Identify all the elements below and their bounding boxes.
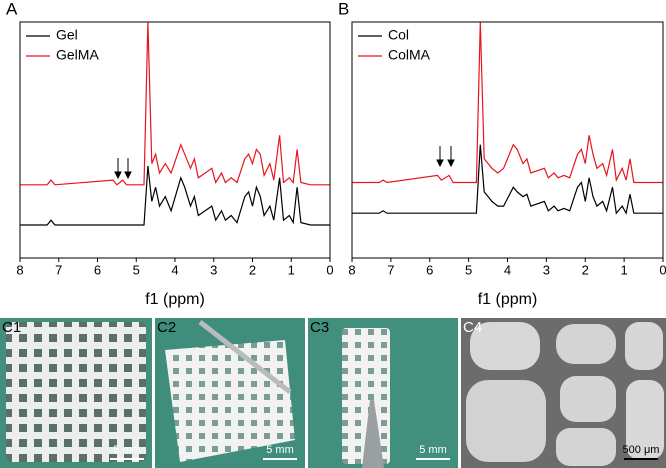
photo-label: C1 [2,319,21,336]
x-tick-label: 4 [171,262,178,277]
spectrum-line [20,21,330,186]
x-tick-label: 0 [659,262,666,277]
x-tick-label: 8 [16,262,23,277]
x-tick-label: 6 [426,262,433,277]
legend-label: Gel [56,27,78,43]
x-tick-label: 3 [210,262,217,277]
photo-label: C3 [310,319,329,336]
panel-label: B [338,0,349,18]
x-axis-label: f1 (ppm) [478,291,538,308]
x-tick-label: 1 [621,262,628,277]
arrows [114,146,455,180]
x-tick-label: 3 [543,262,550,277]
photo-c1 [0,318,152,468]
x-tick-label: 5 [133,262,140,277]
x-tick-label: 7 [55,262,62,277]
legend-label: GelMA [56,47,99,63]
photo-c3 [308,318,458,468]
x-axis-label: f1 (ppm) [145,291,205,308]
x-tick-label: 5 [465,262,472,277]
x-tick-label: 1 [288,262,295,277]
scale-text: 5 mm [113,444,141,456]
spectrum-line [352,144,663,215]
photo-c2 [155,318,305,468]
x-tick-label: 2 [249,262,256,277]
photo-label: C2 [157,319,176,336]
scale-text: 5 mm [419,444,447,456]
spectrum-line [20,165,330,226]
spectrum-line [352,21,663,184]
photo-c4 [461,318,666,468]
x-tick-label: 6 [94,262,101,277]
scale-text: 5 mm [266,444,294,456]
photo-label: C4 [463,319,482,336]
legend-label: Col [388,27,409,43]
x-tick-label: 2 [582,262,589,277]
panel-label: A [6,0,18,18]
x-tick-label: 7 [387,262,394,277]
x-tick-label: 0 [326,262,333,277]
x-tick-label: 8 [348,262,355,277]
scale-text: 500 μm [623,444,660,456]
legend-label: ColMA [388,47,431,63]
x-tick-label: 4 [504,262,511,277]
